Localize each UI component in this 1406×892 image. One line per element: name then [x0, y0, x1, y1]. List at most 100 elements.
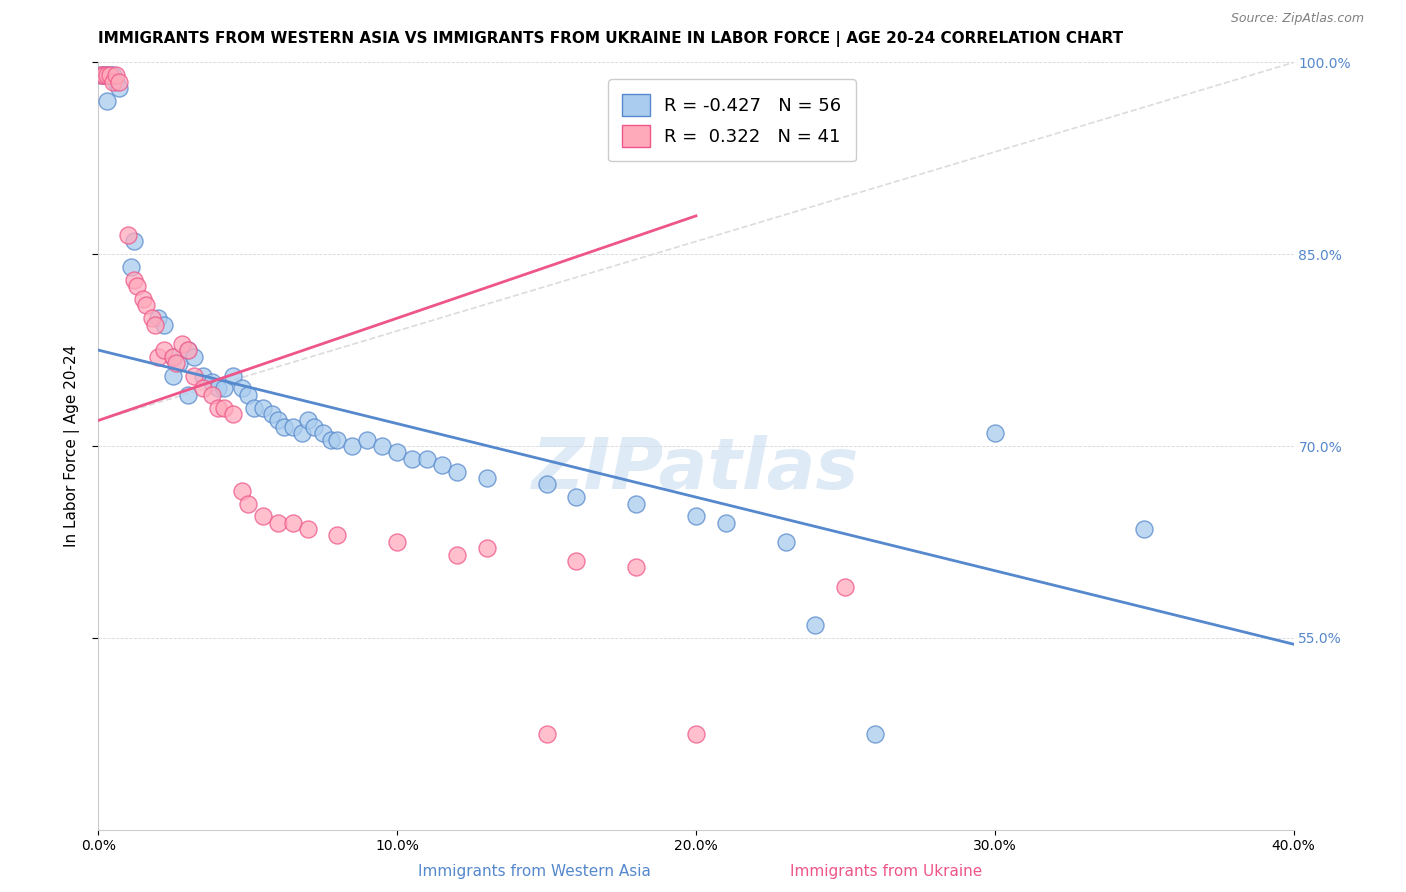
Point	[108, 81, 131, 95]
Point	[148, 311, 170, 326]
Point	[132, 292, 155, 306]
Legend: R = -0.427   N = 56, R =  0.322   N = 41: R = -0.427 N = 56, R = 0.322 N = 41	[607, 79, 856, 161]
Point	[685, 727, 707, 741]
Point	[536, 477, 558, 491]
Point	[714, 516, 737, 530]
Point	[326, 433, 349, 447]
Point	[297, 413, 319, 427]
Point	[93, 68, 115, 82]
Point	[93, 68, 115, 82]
Text: Immigrants from Western Asia: Immigrants from Western Asia	[418, 864, 651, 879]
Point	[191, 368, 214, 383]
Point	[191, 382, 214, 396]
Point	[103, 68, 125, 82]
Point	[321, 433, 343, 447]
Text: Source: ZipAtlas.com: Source: ZipAtlas.com	[1230, 12, 1364, 25]
Point	[231, 483, 253, 498]
Point	[162, 368, 184, 383]
Point	[385, 445, 409, 459]
Point	[201, 388, 224, 402]
Point	[446, 548, 468, 562]
Point	[302, 420, 325, 434]
Point	[297, 522, 319, 536]
Point	[98, 68, 122, 82]
Point	[243, 401, 266, 415]
Point	[177, 343, 200, 358]
Point	[153, 343, 176, 358]
Point	[775, 535, 797, 549]
Point	[183, 350, 205, 364]
Point	[401, 451, 423, 466]
Point	[1133, 522, 1156, 536]
Point	[124, 273, 146, 287]
Point	[236, 388, 259, 402]
Point	[124, 235, 146, 249]
Point	[260, 407, 283, 421]
Point	[252, 401, 274, 415]
Point	[804, 618, 827, 632]
Point	[252, 509, 274, 524]
Point	[212, 382, 235, 396]
Point	[141, 311, 163, 326]
Point	[231, 382, 253, 396]
Point	[201, 375, 224, 389]
Point	[865, 727, 887, 741]
Point	[172, 336, 194, 351]
Point	[430, 458, 453, 473]
Point	[291, 426, 314, 441]
Point	[356, 433, 378, 447]
Point	[135, 298, 157, 312]
Point	[183, 368, 205, 383]
Text: ZIPatlas: ZIPatlas	[533, 434, 859, 503]
Point	[103, 75, 125, 89]
Point	[281, 420, 304, 434]
Point	[565, 490, 588, 504]
Text: IMMIGRANTS FROM WESTERN ASIA VS IMMIGRANTS FROM UKRAINE IN LABOR FORCE | AGE 20-: IMMIGRANTS FROM WESTERN ASIA VS IMMIGRAN…	[98, 31, 1123, 47]
Point	[311, 426, 333, 441]
Point	[222, 407, 245, 421]
Point	[143, 318, 166, 332]
Point	[984, 426, 1007, 441]
Point	[475, 541, 498, 556]
Point	[108, 75, 131, 89]
Point	[90, 68, 112, 82]
Point	[565, 554, 588, 568]
Point	[222, 368, 245, 383]
Point	[342, 439, 364, 453]
Point	[416, 451, 439, 466]
Point	[236, 496, 259, 510]
Y-axis label: In Labor Force | Age 20-24: In Labor Force | Age 20-24	[63, 345, 80, 547]
Point	[165, 356, 187, 370]
Point	[117, 228, 139, 243]
Point	[267, 516, 290, 530]
Point	[207, 382, 229, 396]
Point	[177, 343, 200, 358]
Point	[626, 496, 648, 510]
Point	[446, 465, 468, 479]
Point	[273, 420, 295, 434]
Point	[98, 68, 122, 82]
Point	[120, 260, 142, 274]
Point	[207, 401, 229, 415]
Point	[148, 350, 170, 364]
Point	[96, 68, 118, 82]
Point	[685, 509, 707, 524]
Text: Immigrants from Ukraine: Immigrants from Ukraine	[790, 864, 981, 879]
Point	[177, 388, 200, 402]
Point	[105, 75, 128, 89]
Point	[626, 560, 648, 574]
Point	[536, 727, 558, 741]
Point	[127, 279, 149, 293]
Point	[475, 471, 498, 485]
Point	[167, 356, 190, 370]
Point	[105, 68, 128, 82]
Point	[371, 439, 394, 453]
Point	[162, 350, 184, 364]
Point	[96, 68, 118, 82]
Point	[326, 528, 349, 542]
Point	[281, 516, 304, 530]
Point	[90, 68, 112, 82]
Point	[385, 535, 409, 549]
Point	[834, 580, 856, 594]
Point	[96, 94, 118, 108]
